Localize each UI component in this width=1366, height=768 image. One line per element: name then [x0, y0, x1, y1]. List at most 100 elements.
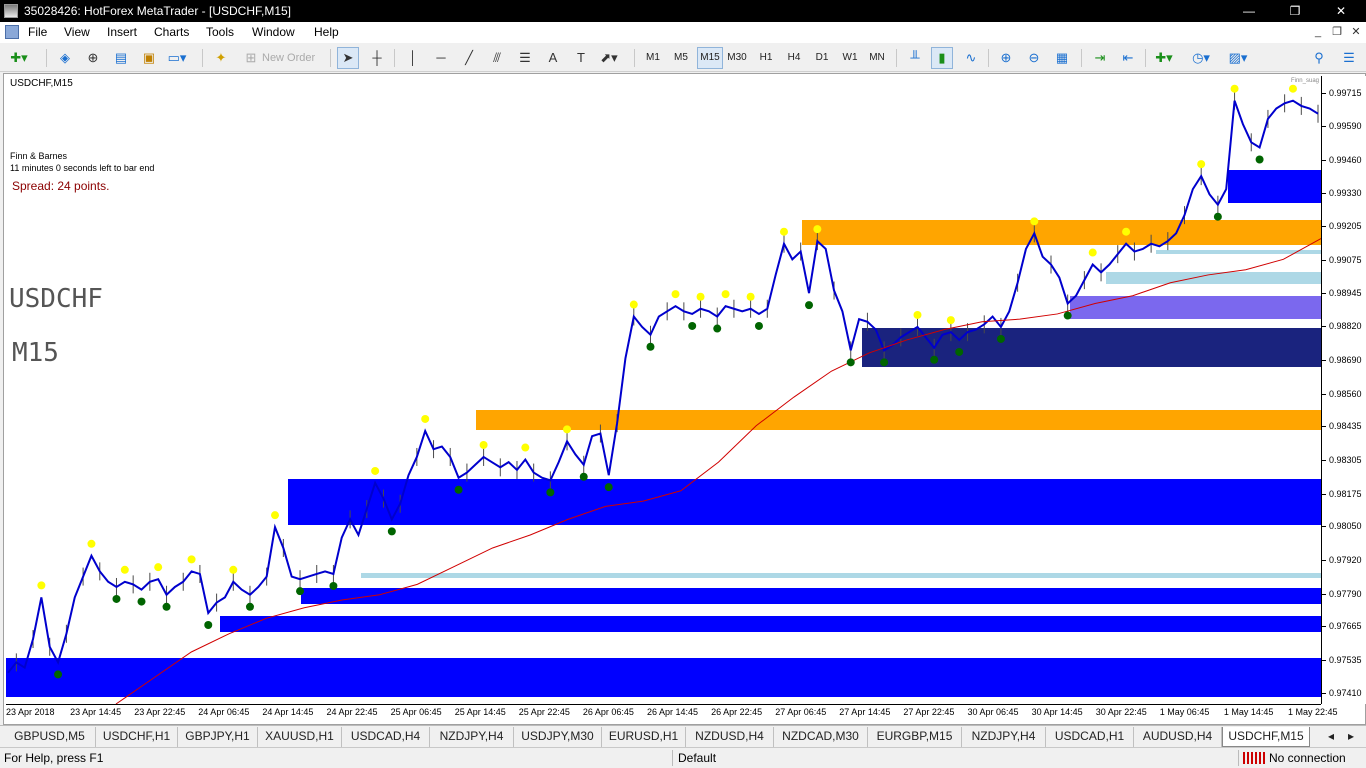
close-button[interactable]: ✕ — [1335, 4, 1347, 18]
text-label-icon[interactable]: T — [577, 50, 585, 65]
time-tick-label: 26 Apr 22:45 — [711, 707, 763, 717]
tab-audusd-h4[interactable]: AUDUSD,H4 — [1134, 727, 1222, 747]
signal-low-marker — [204, 620, 213, 629]
tab-eurgbp-m15[interactable]: EURGBP,M15 — [868, 727, 962, 747]
settings-icon[interactable]: ☰ — [1343, 50, 1355, 65]
profiles-icon[interactable]: ◈ — [60, 50, 70, 65]
zone-lightblue-9 — [1156, 250, 1321, 255]
signal-low-marker — [387, 527, 396, 536]
signal-high-marker — [696, 292, 705, 301]
tile-windows-icon[interactable]: ▦ — [1055, 50, 1069, 65]
tabs-scroll-left-icon[interactable]: ◂ — [1327, 729, 1335, 743]
crosshair-tool-icon[interactable]: ┼ — [372, 50, 382, 65]
tab-nzdcad-m30[interactable]: NZDCAD,M30 — [774, 727, 868, 747]
timeframe-h1[interactable]: H1 — [759, 52, 773, 63]
timeframe-m5[interactable]: M5 — [674, 52, 688, 63]
autoscroll-icon[interactable]: ⇥ — [1094, 50, 1106, 65]
tab-usdchf-h1[interactable]: USDCHF,H1 — [96, 727, 178, 747]
zoom-in-icon[interactable]: ⊕ — [1000, 50, 1012, 65]
tab-xauusd-h1[interactable]: XAUUSD,H1 — [258, 727, 342, 747]
bar-chart-icon[interactable]: ╨ — [910, 50, 920, 65]
zoom-out-icon[interactable]: ⊖ — [1028, 50, 1040, 65]
child-minimize-button[interactable]: _ — [1314, 26, 1322, 38]
tabs-scroll-right-icon[interactable]: ▸ — [1347, 729, 1355, 743]
trendline-icon[interactable]: ╱ — [465, 50, 473, 65]
signal-low-marker — [604, 483, 613, 492]
menu-insert[interactable]: Insert — [107, 25, 138, 39]
signal-high-marker — [1197, 160, 1206, 169]
line-chart-icon[interactable]: ∿ — [965, 50, 977, 65]
signal-low-marker — [112, 594, 121, 603]
signal-high-marker — [229, 565, 238, 574]
menu-tools[interactable]: Tools — [206, 25, 235, 39]
indicators-icon[interactable]: ✚▾ — [1155, 50, 1173, 65]
tab-nzdjpy-h4-2[interactable]: NZDJPY,H4 — [962, 727, 1046, 747]
horizontal-line-icon[interactable]: ─ — [436, 50, 446, 65]
signal-low-marker — [713, 324, 722, 333]
search-icon[interactable]: ⚲ — [1314, 50, 1324, 65]
tab-usdchf-m15[interactable]: USDCHF,M15 — [1222, 727, 1310, 747]
arrows-icon[interactable]: ⬈▾ — [600, 50, 618, 65]
chart-window-icon[interactable] — [5, 25, 19, 39]
child-restore-button[interactable]: ❐ — [1332, 26, 1342, 38]
candlestick-icon[interactable]: ▮ — [931, 47, 953, 69]
menu-help[interactable]: Help — [314, 25, 339, 39]
timeframe-m1[interactable]: M1 — [646, 52, 660, 63]
new-chart-icon[interactable]: ✚▾ — [10, 50, 28, 65]
signal-low-marker — [805, 301, 814, 310]
menu-view[interactable]: View — [64, 25, 90, 39]
price-tick-label: 0.97790 — [1322, 588, 1362, 599]
price-tick-label: 0.97665 — [1322, 621, 1362, 632]
window-title: 35028426: HotForex MetaTrader - [USDCHF,… — [24, 4, 291, 18]
restore-button[interactable]: ❐ — [1289, 4, 1301, 18]
signal-low-marker — [296, 587, 305, 596]
tab-usdcad-h1[interactable]: USDCAD,H1 — [1046, 727, 1134, 747]
timeframe-w1[interactable]: W1 — [842, 52, 858, 63]
tab-usdjpy-m30[interactable]: USDJPY,M30 — [514, 727, 602, 747]
tab-gbpjpy-h1[interactable]: GBPJPY,H1 — [178, 727, 258, 747]
periods-icon[interactable]: ◷▾ — [1192, 50, 1210, 65]
zone-lightblue-3 — [361, 572, 1321, 578]
timeframe-mn[interactable]: MN — [869, 52, 885, 63]
tab-usdcad-h4[interactable]: USDCAD,H4 — [342, 727, 430, 747]
profile-name[interactable]: Default — [678, 751, 717, 765]
channel-icon[interactable]: ⫻ — [493, 50, 501, 65]
menu-charts[interactable]: Charts — [154, 25, 190, 39]
menu-file[interactable]: File — [28, 25, 48, 39]
time-tick-label: 1 May 06:45 — [1159, 707, 1210, 717]
experts-icon[interactable]: ✦ — [215, 50, 227, 65]
menu-window[interactable]: Window — [252, 25, 295, 39]
vertical-line-icon[interactable]: │ — [408, 50, 418, 65]
templates-icon[interactable]: ▨▾ — [1228, 50, 1248, 65]
data-window-icon[interactable]: ▣ — [142, 50, 156, 65]
tab-eurusd-h1[interactable]: EURUSD,H1 — [602, 727, 686, 747]
time-axis[interactable]: 23 Apr 2018 23 Apr 14:45 23 Apr 22:45 24 Ap… — [6, 704, 1338, 724]
minimize-button[interactable]: — — [1243, 4, 1255, 18]
signal-low-marker — [546, 488, 555, 497]
navigator-icon[interactable]: ▤ — [114, 50, 128, 65]
fibonacci-icon[interactable]: ☰ — [519, 50, 531, 65]
chart-shift-icon[interactable]: ⇤ — [1122, 50, 1134, 65]
signal-low-marker — [955, 347, 964, 356]
terminal-icon[interactable]: ▭▾ — [167, 50, 187, 65]
timeframe-m15[interactable]: M15 — [697, 47, 723, 69]
signal-low-marker — [579, 472, 588, 481]
tab-gbpusd-m5[interactable]: GBPUSD,M5 — [4, 727, 96, 747]
chart-plot-area[interactable]: USDCHF,M15 Finn_suag Finn & Barnes 11 mi… — [6, 76, 1321, 704]
new-order-button[interactable]: New Order — [262, 52, 316, 64]
chart-window[interactable]: USDCHF,M15 Finn_suag Finn & Barnes 11 mi… — [3, 73, 1366, 725]
child-close-button[interactable]: ✕ — [1351, 26, 1361, 38]
timeframe-h4[interactable]: H4 — [787, 52, 801, 63]
time-tick-label: 24 Apr 22:45 — [326, 707, 378, 717]
text-icon[interactable]: A — [548, 50, 558, 65]
timeframe-m30[interactable]: M30 — [727, 52, 747, 63]
price-line — [7, 99, 1319, 674]
tab-nzdjpy-h4[interactable]: NZDJPY,H4 — [430, 727, 514, 747]
tab-nzdusd-h4[interactable]: NZDUSD,H4 — [686, 727, 774, 747]
timeframe-d1[interactable]: D1 — [815, 52, 829, 63]
signal-low-marker — [1255, 155, 1264, 164]
cursor-icon[interactable]: ➤ — [337, 47, 359, 69]
metatrader-app-icon[interactable] — [4, 4, 18, 18]
crosshair-icon[interactable]: ⊕ — [87, 50, 99, 65]
price-axis[interactable]: 0.99715 0.99590 0.99460 0.99330 0.99205 0.990… — [1321, 76, 1366, 704]
